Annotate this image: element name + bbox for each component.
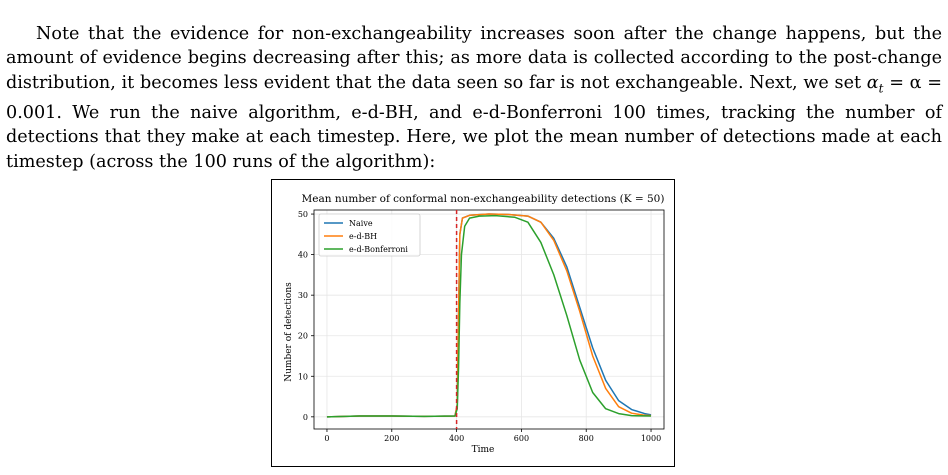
x-tick-label: 200 bbox=[384, 434, 399, 443]
math-equation: = α = 0.001 bbox=[6, 72, 942, 123]
legend-box bbox=[318, 213, 421, 257]
chart-title: Mean number of conformal non-exchangeabi… bbox=[302, 193, 665, 205]
y-tick-label: 30 bbox=[298, 291, 308, 300]
y-tick-label: 0 bbox=[303, 413, 308, 422]
series-line-e-d-bonferroni bbox=[326, 214, 652, 418]
x-tick-label: 800 bbox=[579, 434, 594, 443]
y-axis-label: Number of detections bbox=[284, 282, 294, 382]
y-tick-label: 40 bbox=[298, 251, 308, 260]
body-paragraph: Note that the evidence for non-exchangea… bbox=[6, 22, 942, 175]
detections-chart: Mean number of conformal non-exchangeabi… bbox=[284, 193, 665, 455]
paragraph-text-a: Note that the evidence for non-exchangea… bbox=[6, 23, 942, 93]
legend-label: e-d-BH bbox=[349, 232, 377, 241]
plot-area: 0 200 400 600 800 1000 0 10 20 30 40 50 Naive e-d-BH e… bbox=[298, 209, 665, 443]
figure-frame: Mean number of conformal non-exchangeabi… bbox=[271, 179, 675, 467]
legend-label: e-d-Bonferroni bbox=[349, 245, 408, 254]
x-tick-label: 600 bbox=[514, 434, 529, 443]
x-axis-label: Time bbox=[472, 445, 495, 455]
math-alpha-t: αt bbox=[866, 72, 884, 96]
x-tick-label: 400 bbox=[449, 434, 464, 443]
x-tick-label: 1000 bbox=[641, 434, 661, 443]
plot-frame bbox=[313, 209, 665, 430]
y-tick-label: 20 bbox=[298, 332, 308, 341]
paragraph-text-b: . We run the naive algorithm, e-d-BH, an… bbox=[6, 102, 942, 173]
x-tick-label: 0 bbox=[324, 434, 329, 443]
y-tick-label: 50 bbox=[298, 210, 308, 219]
legend-label: Naive bbox=[349, 219, 373, 228]
y-tick-label: 10 bbox=[298, 372, 308, 381]
